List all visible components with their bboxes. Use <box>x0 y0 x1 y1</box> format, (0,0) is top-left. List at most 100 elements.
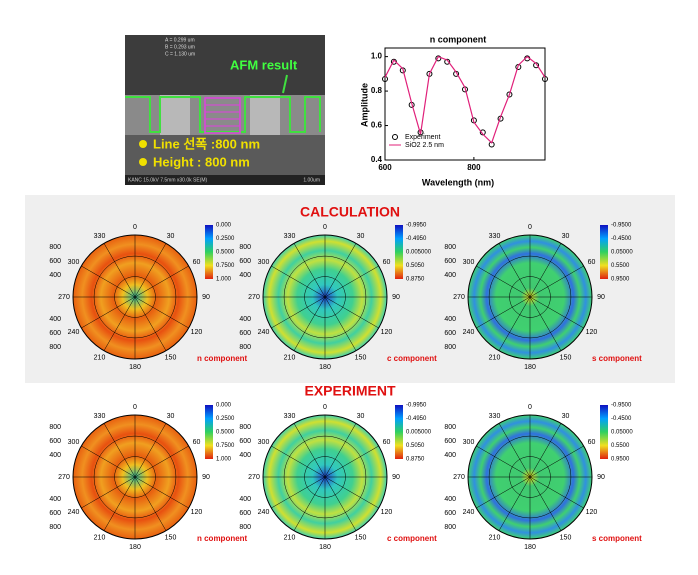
radial-label: 400 <box>444 316 456 323</box>
polar-spoke <box>498 243 531 298</box>
angle-label: 90 <box>202 294 210 301</box>
polar-spoke <box>529 423 562 478</box>
angle-label: 240 <box>258 329 270 336</box>
component-label: s component <box>592 534 642 543</box>
polar-spoke <box>476 445 531 478</box>
polar-spoke <box>134 476 167 531</box>
angle-label: 150 <box>165 354 177 361</box>
radial-label: 800 <box>444 524 456 531</box>
angle-label: 180 <box>524 544 536 551</box>
polar-spoke <box>324 296 357 351</box>
polar-map: 0 30 60 90 120 150 180 210 240 270 300 330 800 600 400… <box>444 223 642 371</box>
angle-label: 240 <box>68 509 80 516</box>
radial-label: 400 <box>239 496 251 503</box>
colorbar-label: 0.000 <box>216 223 232 229</box>
radial-label: 400 <box>444 496 456 503</box>
angle-label: 210 <box>489 354 501 361</box>
angle-label: 210 <box>284 534 296 541</box>
polar-spoke <box>476 265 531 298</box>
colorbar-label: -0.9500 <box>611 403 632 409</box>
angle-label: 30 <box>167 413 175 420</box>
polar-spoke <box>134 243 167 298</box>
data-line <box>384 55 546 144</box>
x-tick-label: 600 <box>378 163 392 172</box>
colorbar-label: -0.4500 <box>611 416 632 422</box>
colorbar-label: 0.005000 <box>406 250 432 256</box>
angle-label: 180 <box>129 544 141 551</box>
polar-spoke <box>271 265 326 298</box>
angle-label: 270 <box>453 294 465 301</box>
radial-label: 800 <box>239 244 251 251</box>
polar-spoke <box>103 243 136 298</box>
angle-label: 150 <box>560 354 572 361</box>
angle-label: 330 <box>489 413 501 420</box>
angle-label: 0 <box>133 224 137 231</box>
radial-label: 800 <box>239 524 251 531</box>
radial-label: 400 <box>444 272 456 279</box>
polar-spoke <box>134 423 167 478</box>
polar-spoke <box>103 476 136 531</box>
angle-label: 330 <box>489 233 501 240</box>
angle-label: 180 <box>129 364 141 371</box>
angle-label: 330 <box>94 413 106 420</box>
polar-spoke <box>134 265 189 298</box>
angle-label: 240 <box>258 509 270 516</box>
colorbar-label: 0.005000 <box>406 430 432 436</box>
polar-spoke <box>324 423 357 478</box>
angle-label: 240 <box>68 329 80 336</box>
polar-spoke <box>529 476 584 509</box>
colorbar <box>395 405 403 459</box>
y-tick-label: 1.0 <box>371 52 383 61</box>
radial-label: 400 <box>49 316 61 323</box>
colorbar <box>600 225 608 279</box>
polar-spoke <box>324 243 357 298</box>
afm-label: AFM result <box>230 57 298 72</box>
angle-label: 0 <box>528 404 532 411</box>
angle-label: 90 <box>597 474 605 481</box>
polar-spoke <box>81 445 136 478</box>
height-label: Height : 800 nm <box>153 154 250 169</box>
angle-label: 0 <box>323 404 327 411</box>
sem-footer: KANC 15.0kV 7.5mm x30.0k SE(M) <box>128 177 208 183</box>
polar-map: 0 30 60 90 120 150 180 210 240 270 300 330 800 600 400… <box>444 403 642 551</box>
colorbar-label: 1.000 <box>216 457 232 463</box>
polar-spoke <box>529 243 562 298</box>
colorbar-label: -0.4500 <box>611 236 632 242</box>
colorbar <box>205 405 213 459</box>
polar-spoke <box>134 445 189 478</box>
angle-label: 150 <box>355 534 367 541</box>
angle-label: 270 <box>453 474 465 481</box>
colorbar-label: 0.7500 <box>216 263 235 269</box>
polar-spoke <box>324 476 357 531</box>
angle-label: 30 <box>167 233 175 240</box>
radial-label: 800 <box>49 244 61 251</box>
polar-spoke <box>103 296 136 351</box>
radial-label: 800 <box>239 424 251 431</box>
angle-label: 90 <box>392 294 400 301</box>
radial-label: 600 <box>49 258 61 265</box>
colorbar-label: -0.9500 <box>611 223 632 229</box>
angle-label: 60 <box>588 259 596 266</box>
radial-label: 800 <box>444 424 456 431</box>
y-axis-label: Amplitude <box>359 83 369 127</box>
radial-label: 400 <box>49 272 61 279</box>
legend-marker <box>392 134 398 140</box>
angle-label: 30 <box>562 413 570 420</box>
colorbar-label: 0.9500 <box>611 277 630 283</box>
angle-label: 120 <box>191 509 203 516</box>
radial-label: 800 <box>49 524 61 531</box>
polar-spoke <box>324 296 379 329</box>
radial-label: 800 <box>444 344 456 351</box>
angle-label: 180 <box>319 544 331 551</box>
x-tick-label: 800 <box>467 163 481 172</box>
section-title: CALCULATION <box>300 204 400 220</box>
radial-label: 800 <box>444 244 456 251</box>
data-point <box>444 58 451 65</box>
radial-label: 600 <box>444 330 456 337</box>
polar-map: 0 30 60 90 120 150 180 210 240 270 300 330 800 600 400… <box>49 403 247 551</box>
radial-label: 600 <box>444 258 456 265</box>
polar-spoke <box>293 296 326 351</box>
sem-scale: 1.00um <box>303 177 320 183</box>
angle-label: 210 <box>94 534 106 541</box>
